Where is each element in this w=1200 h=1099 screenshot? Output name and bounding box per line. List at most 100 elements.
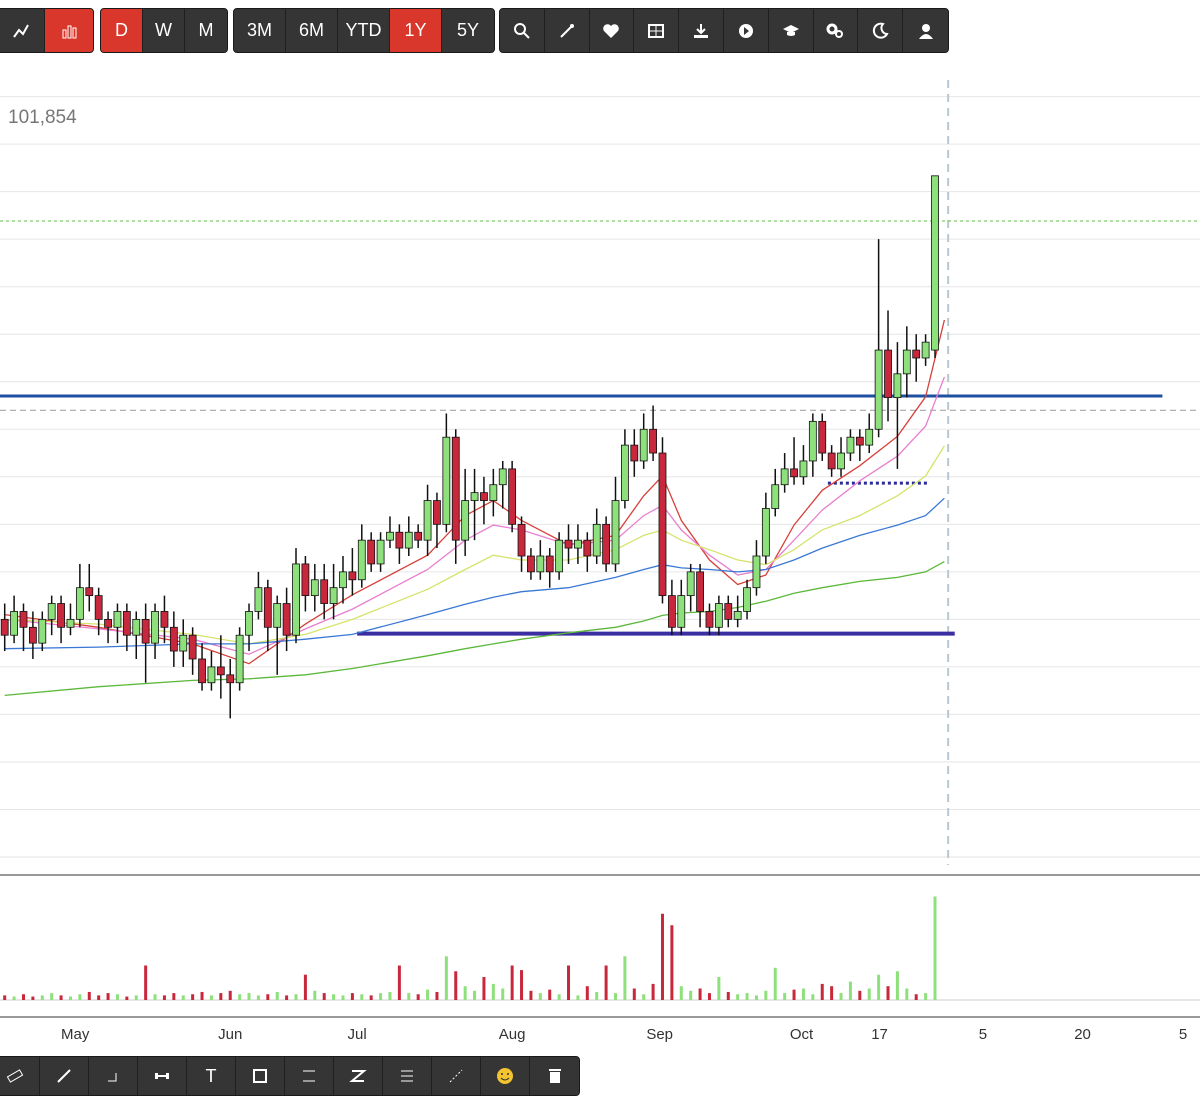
text-tool-button[interactable]: T [187,1057,236,1095]
icon-button[interactable] [481,1057,530,1095]
candle-body [790,468,798,478]
candle-body [574,539,582,549]
icon [513,22,530,39]
volume-bar [614,993,618,1000]
icon-button[interactable] [634,9,680,52]
volume-bar [285,995,289,1000]
icon-button[interactable] [432,1057,481,1095]
icon-button[interactable] [89,1057,138,1095]
candle-body [188,634,197,660]
x-tick-label: Aug [499,1026,526,1043]
volume-bar [895,971,899,1000]
toolbar-button[interactable]: 1Y [390,9,442,52]
icon-button[interactable] [0,1057,40,1095]
candle-body [865,428,874,446]
candle-body [611,500,620,565]
candle-body [461,500,470,541]
x-tick-label: May [61,1026,90,1043]
icon-button[interactable] [334,1057,383,1095]
icon-button[interactable] [530,1057,579,1095]
volume-bar [115,994,119,1000]
candle-body [404,531,413,549]
candle-body [808,420,817,462]
volume-bar [78,994,82,1000]
volume-bar [303,974,307,1000]
volume-bar [698,988,702,1000]
volume-bar [811,994,815,1000]
candle-body [292,563,300,636]
toolbar-button[interactable]: W [143,9,185,52]
volume-bar [877,974,881,1000]
icon-button[interactable] [285,1057,334,1095]
candle-body [348,571,357,581]
volume-bar [397,965,401,1000]
x-tick-label: Sep [646,1026,673,1043]
toolbar-button[interactable]: 3M [234,9,286,52]
icon-button[interactable] [768,9,814,52]
volume-bar [510,965,514,1000]
volume-bar [444,956,448,1000]
volume-bar [670,925,674,1000]
toolbar-button[interactable]: M [185,9,227,52]
icon-button[interactable] [813,9,859,52]
candle-body [94,595,103,620]
volume-bar [726,991,730,1000]
icon-button[interactable] [903,9,948,52]
volume-bar [491,983,495,1000]
icon-button[interactable] [500,9,545,52]
icon-button[interactable] [40,1057,89,1095]
icon-button[interactable] [383,1057,432,1095]
volume-bar [294,994,298,1000]
candle-body [508,468,517,525]
candle-body [921,341,930,359]
volume-bar [924,993,928,1000]
icon [873,22,889,39]
volume-bar [623,956,627,1000]
volume-bar [642,994,646,1000]
candle-body [592,523,601,557]
candle-body [47,603,56,620]
volume-bar [482,977,486,1000]
icon-button[interactable] [723,9,769,52]
volume-bar [933,896,937,1000]
icon-button[interactable] [589,9,635,52]
icon [349,1070,367,1082]
volume-bar [68,996,72,1000]
candle-body [517,523,526,557]
volume-bar [322,993,326,1000]
line-chart-button[interactable] [0,9,45,52]
volume-bar [595,991,599,1000]
toolbar-button[interactable]: YTD [338,9,390,52]
toolbar-button[interactable]: D [101,9,143,52]
candle-body [104,618,112,628]
toolbar-button[interactable]: 5Y [442,9,494,52]
volume-bar [820,983,824,1000]
volume-bar [275,991,279,1000]
volume-bar [463,986,467,1000]
candle-body [85,587,94,597]
volume-bar [576,995,580,1000]
candle-body [733,611,742,620]
candle-chart-button[interactable] [45,9,93,52]
icon-button[interactable] [544,9,590,52]
volume-bar [454,971,458,1000]
volume-bar [350,993,354,1000]
candle-body [545,555,554,573]
icon-button[interactable] [236,1057,285,1095]
volume-bar [256,995,260,1000]
candle-body [761,508,770,557]
icon-button[interactable] [138,1057,187,1095]
volume-bar [679,986,683,1000]
candle-body [169,626,178,652]
icon [497,1068,513,1084]
icon-button[interactable] [679,9,724,52]
candle-body [245,611,253,636]
volume-bar [40,995,44,1000]
icon-button[interactable] [858,9,904,52]
volume-bar [3,995,7,1000]
x-tick-label: 5 [979,1026,987,1043]
volume-bar [134,995,138,1000]
toolbar-button[interactable]: 6M [286,9,338,52]
volume-bar [754,995,758,1000]
candle-body [799,460,808,478]
